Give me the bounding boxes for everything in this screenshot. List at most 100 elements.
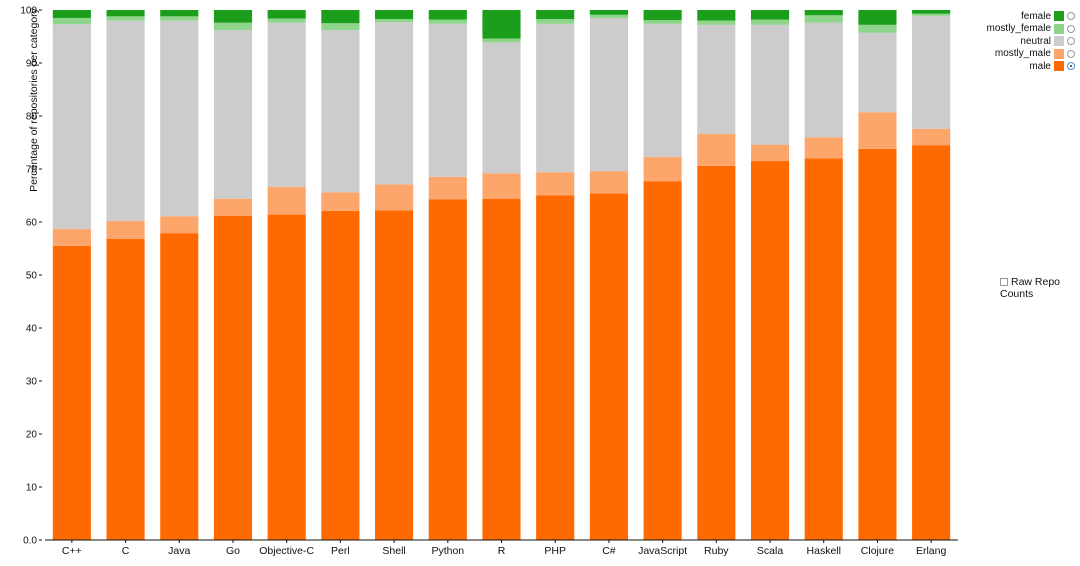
bar-neutral-shell[interactable] xyxy=(375,22,414,185)
bar-mostly_female-python[interactable] xyxy=(428,19,467,24)
bar-mostly_female-objectivec[interactable] xyxy=(267,18,306,23)
bar-female-java[interactable] xyxy=(160,10,199,17)
x-tick-label: JavaScript xyxy=(638,545,687,557)
legend-item-mostly-female[interactable]: mostly_female xyxy=(930,23,1075,36)
bar-neutral-c[interactable] xyxy=(589,17,628,172)
bar-neutral-clojure[interactable] xyxy=(858,32,897,113)
bar-neutral-scala[interactable] xyxy=(750,24,790,145)
legend-radio-button[interactable] xyxy=(1067,62,1075,71)
bar-mostly_female-c[interactable] xyxy=(589,14,628,18)
bar-mostly_male-php[interactable] xyxy=(536,172,575,196)
bar-mostly_male-clojure[interactable] xyxy=(858,112,897,149)
legend-item-male[interactable]: male xyxy=(930,60,1075,73)
bar-male-erlang[interactable] xyxy=(912,145,951,540)
bar-neutral-erlang[interactable] xyxy=(912,15,951,129)
bar-male-ruby[interactable] xyxy=(697,165,736,540)
bar-mostly_female-clojure[interactable] xyxy=(858,24,897,33)
bar-female-perl[interactable] xyxy=(321,10,360,24)
legend-item-neutral[interactable]: neutral xyxy=(930,35,1075,48)
bar-neutral-php[interactable] xyxy=(536,23,575,173)
bar-mostly_male-c[interactable] xyxy=(52,228,91,246)
bar-neutral-r[interactable] xyxy=(482,42,521,174)
legend-item-female[interactable]: female xyxy=(930,10,1075,23)
bar-female-c[interactable] xyxy=(106,10,145,17)
bar-mostly_female-erlang[interactable] xyxy=(912,13,951,16)
bar-male-haskell[interactable] xyxy=(804,158,843,540)
bar-female-shell[interactable] xyxy=(375,10,414,20)
bar-mostly_female-r[interactable] xyxy=(482,38,521,43)
bar-mostly_male-javascript[interactable] xyxy=(643,156,682,182)
legend-radio-button[interactable] xyxy=(1067,12,1075,21)
bar-male-objectivec[interactable] xyxy=(267,214,306,540)
bar-mostly_male-ruby[interactable] xyxy=(697,134,736,166)
bar-mostly_male-perl[interactable] xyxy=(321,192,360,211)
bar-mostly_male-c[interactable] xyxy=(106,220,145,239)
bar-mostly_female-java[interactable] xyxy=(160,16,199,21)
bar-male-clojure[interactable] xyxy=(858,148,897,541)
bar-female-ruby[interactable] xyxy=(697,10,736,21)
bar-neutral-c[interactable] xyxy=(106,20,145,221)
bar-mostly_male-objectivec[interactable] xyxy=(267,187,306,215)
bar-male-shell[interactable] xyxy=(375,210,414,540)
legend-item-mostly-male[interactable]: mostly_male xyxy=(930,48,1075,61)
legend-radio-button[interactable] xyxy=(1067,49,1075,58)
bar-mostly_female-ruby[interactable] xyxy=(697,20,736,25)
bar-female-r[interactable] xyxy=(482,10,521,39)
bar-mostly_female-perl[interactable] xyxy=(321,23,360,31)
bar-mostly_female-php[interactable] xyxy=(536,19,575,24)
raw-counts-checkbox[interactable] xyxy=(1000,278,1008,287)
bar-neutral-ruby[interactable] xyxy=(697,24,736,135)
bar-mostly_male-erlang[interactable] xyxy=(912,128,951,146)
bar-mostly_male-c[interactable] xyxy=(589,171,628,194)
bar-neutral-haskell[interactable] xyxy=(804,22,843,138)
x-tick-label: C++ xyxy=(62,545,82,557)
bar-mostly_male-shell[interactable] xyxy=(375,184,414,211)
bar-male-c[interactable] xyxy=(52,245,91,540)
bar-mostly_male-scala[interactable] xyxy=(750,144,790,162)
bar-neutral-java[interactable] xyxy=(160,20,199,217)
bar-female-objectivec[interactable] xyxy=(267,10,306,19)
bar-male-python[interactable] xyxy=(428,199,467,540)
bar-male-c[interactable] xyxy=(106,238,145,540)
bar-mostly_male-java[interactable] xyxy=(160,216,199,234)
bar-female-go[interactable] xyxy=(213,10,253,23)
bar-mostly_female-javascript[interactable] xyxy=(643,20,682,24)
legend-radio-button[interactable] xyxy=(1067,24,1075,33)
bar-mostly_male-r[interactable] xyxy=(482,173,521,199)
bar-male-perl[interactable] xyxy=(321,210,360,540)
legend-radio-button[interactable] xyxy=(1067,37,1075,46)
bar-mostly_female-c[interactable] xyxy=(106,16,145,21)
bar-male-c[interactable] xyxy=(589,193,628,540)
bar-female-php[interactable] xyxy=(536,10,575,20)
bar-female-scala[interactable] xyxy=(750,10,790,20)
bar-mostly_female-haskell[interactable] xyxy=(804,15,843,23)
bar-mostly_male-haskell[interactable] xyxy=(804,137,843,159)
bar-female-clojure[interactable] xyxy=(858,10,897,25)
bar-mostly_female-scala[interactable] xyxy=(750,19,790,25)
bar-neutral-javascript[interactable] xyxy=(643,23,682,157)
bar-mostly_female-go[interactable] xyxy=(213,22,253,31)
bar-neutral-objectivec[interactable] xyxy=(267,22,306,188)
bar-mostly_female-c[interactable] xyxy=(52,17,91,25)
bar-neutral-go[interactable] xyxy=(213,30,253,199)
bar-male-r[interactable] xyxy=(482,198,521,540)
legend: female mostly_female neutral mostly_male mal… xyxy=(930,10,1075,73)
bar-male-scala[interactable] xyxy=(750,161,790,541)
bar-female-haskell[interactable] xyxy=(804,10,843,16)
bar-mostly_male-go[interactable] xyxy=(213,198,253,216)
bar-mostly_female-shell[interactable] xyxy=(375,19,414,23)
bar-male-php[interactable] xyxy=(536,195,575,541)
bar-neutral-python[interactable] xyxy=(428,23,467,177)
bar-female-erlang[interactable] xyxy=(912,10,951,14)
bar-male-go[interactable] xyxy=(213,215,253,540)
bar-mostly_male-python[interactable] xyxy=(428,176,467,200)
raw-repo-counts-toggle[interactable]: Raw Repo Counts xyxy=(1000,276,1080,300)
bar-neutral-perl[interactable] xyxy=(321,30,360,193)
bar-female-python[interactable] xyxy=(428,10,467,20)
bar-female-c[interactable] xyxy=(589,10,628,15)
bar-male-javascript[interactable] xyxy=(643,181,682,540)
bar-neutral-c[interactable] xyxy=(52,24,91,229)
bar-female-c[interactable] xyxy=(52,10,91,18)
bar-male-java[interactable] xyxy=(160,233,199,540)
bar-female-javascript[interactable] xyxy=(643,10,682,21)
